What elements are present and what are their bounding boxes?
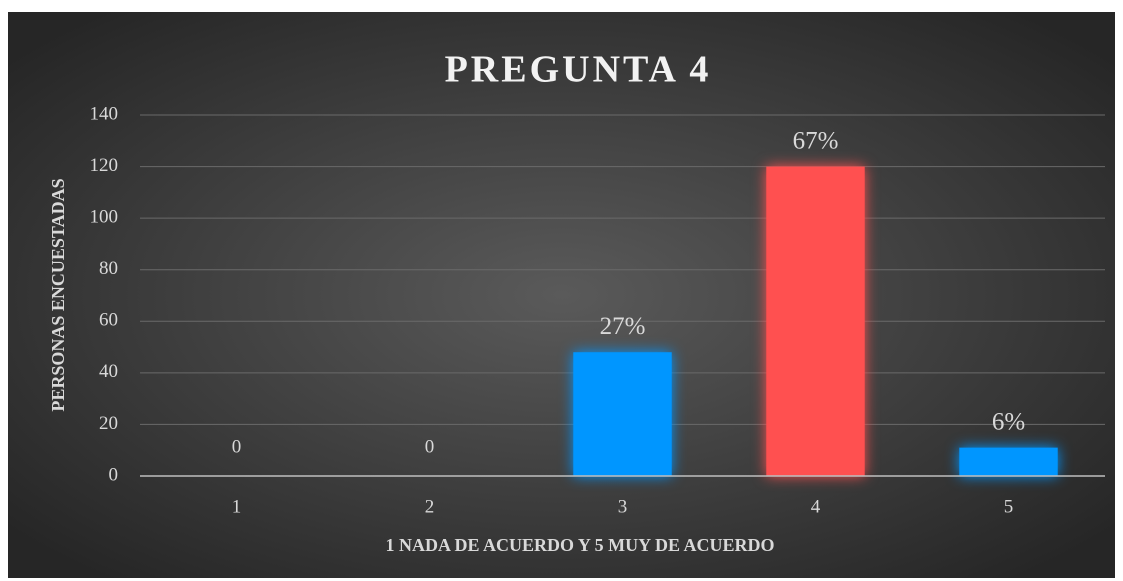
data-label: 67%	[793, 127, 839, 154]
y-tick-label: 60	[99, 310, 118, 331]
x-tick-label: 4	[811, 496, 821, 517]
y-tick-label: 80	[99, 258, 118, 279]
y-tick-label: 0	[109, 464, 119, 485]
x-tick-label: 1	[232, 496, 242, 517]
x-tick-label: 2	[425, 496, 435, 517]
y-tick-label: 120	[90, 155, 119, 176]
data-label: 0	[232, 436, 242, 457]
bar	[573, 352, 672, 476]
x-tick-label: 5	[1004, 496, 1014, 517]
x-axis-title: 1 NADA DE ACUERDO Y 5 MUY DE ACUERDO	[385, 535, 774, 555]
chart-title: PREGUNTA 4	[445, 49, 712, 91]
y-tick-label: 140	[90, 103, 119, 124]
y-axis-title: PERSONAS ENCUESTADAS	[48, 178, 68, 411]
data-label: 6%	[992, 408, 1025, 435]
x-tick-label: 3	[618, 496, 628, 517]
y-tick-label: 100	[90, 207, 119, 228]
data-label: 0	[425, 436, 435, 457]
data-label: 27%	[600, 313, 646, 340]
bar	[766, 166, 865, 477]
chart-background	[8, 12, 1115, 578]
y-tick-label: 40	[99, 361, 118, 382]
bar	[959, 447, 1058, 476]
y-tick-label: 20	[99, 413, 118, 434]
